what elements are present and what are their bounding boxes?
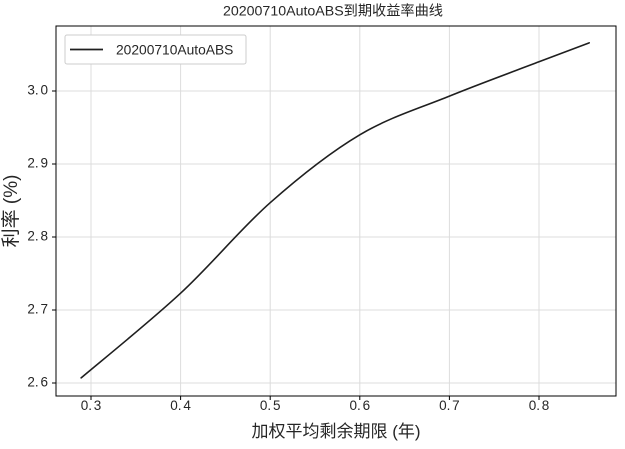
svg-text:加权平均剩余期限 (年): 加权平均剩余期限 (年) <box>251 422 420 441</box>
svg-text:2.7: 2. 7 <box>27 302 48 317</box>
svg-text:0.8: 0. 8 <box>529 398 550 413</box>
svg-text:0.4: 0. 4 <box>170 398 191 413</box>
svg-text:利率 (%): 利率 (%) <box>0 175 22 248</box>
svg-text:0.6: 0. 6 <box>350 398 371 413</box>
svg-text:2.9: 2. 9 <box>27 156 48 171</box>
svg-text:0.5: 0. 5 <box>260 398 281 413</box>
svg-text:20200710AutoABS到期收益率曲线: 20200710AutoABS到期收益率曲线 <box>223 3 443 20</box>
svg-text:2.6: 2. 6 <box>27 375 48 390</box>
svg-text:3.0: 3. 0 <box>27 83 48 98</box>
svg-text:0.7: 0. 7 <box>439 398 460 413</box>
svg-text:0.3: 0. 3 <box>81 398 102 413</box>
svg-text:2.8: 2. 8 <box>27 229 48 244</box>
svg-text:20200710AutoABS: 20200710AutoABS <box>116 43 233 58</box>
